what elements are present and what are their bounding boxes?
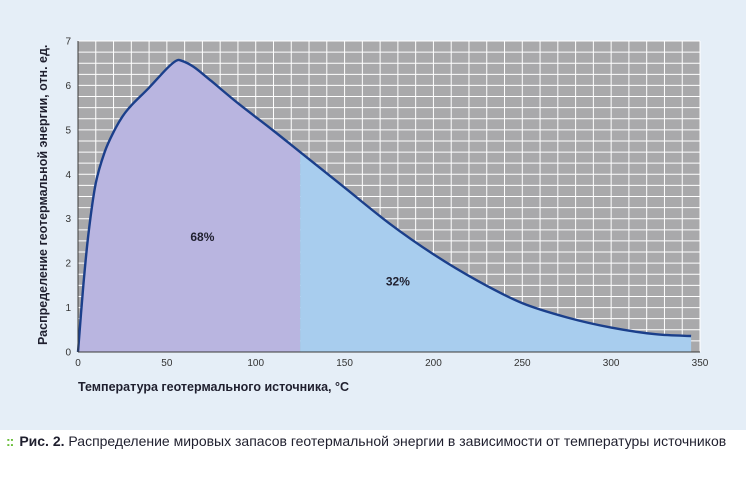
x-tick-label: 200: [425, 358, 442, 369]
y-tick-label: 1: [65, 303, 71, 314]
y-axis-label: Распределение геотермальной энергии, отн…: [36, 44, 50, 345]
x-tick-label: 350: [692, 358, 709, 369]
tick-labels: 0 50 100 150 200 250 300 350 0 1 2 3 4 5 6 7: [65, 37, 708, 370]
area-region-32: [300, 152, 692, 352]
caption-text: Распределение мировых запасов геотермаль…: [68, 433, 727, 449]
region-labels: 68% 32%: [190, 230, 410, 288]
y-tick-label: 2: [65, 259, 71, 270]
x-axis-label: Температура геотермального источника, °C: [78, 380, 350, 394]
caption-lead: Рис. 2.: [19, 433, 65, 449]
area-region-68: [78, 60, 301, 352]
region-label-1: 32%: [386, 274, 410, 288]
figure-caption: :: Рис. 2. Распределение мировых запасов …: [6, 432, 742, 450]
y-tick-label: 3: [65, 214, 71, 225]
caption-marker: ::: [6, 433, 14, 449]
y-tick-label: 4: [65, 170, 71, 181]
x-tick-label: 0: [75, 358, 81, 369]
axes: [77, 41, 700, 353]
x-tick-label: 250: [514, 358, 531, 369]
x-tick-label: 300: [603, 358, 620, 369]
y-tick-label: 0: [65, 348, 71, 359]
x-tick-label: 150: [336, 358, 353, 369]
y-tick-label: 7: [65, 37, 71, 48]
region-label-0: 68%: [190, 230, 214, 244]
x-tick-label: 100: [247, 358, 264, 369]
distribution-curve: [76, 58, 692, 353]
chart-svg: 0 50 100 150 200 250 300 350 0 1 2 3 4 5 6 7 68% 32%: [65, 37, 708, 370]
y-tick-label: 5: [65, 125, 71, 136]
y-tick-label: 6: [65, 81, 71, 92]
x-tick-label: 50: [161, 358, 173, 369]
